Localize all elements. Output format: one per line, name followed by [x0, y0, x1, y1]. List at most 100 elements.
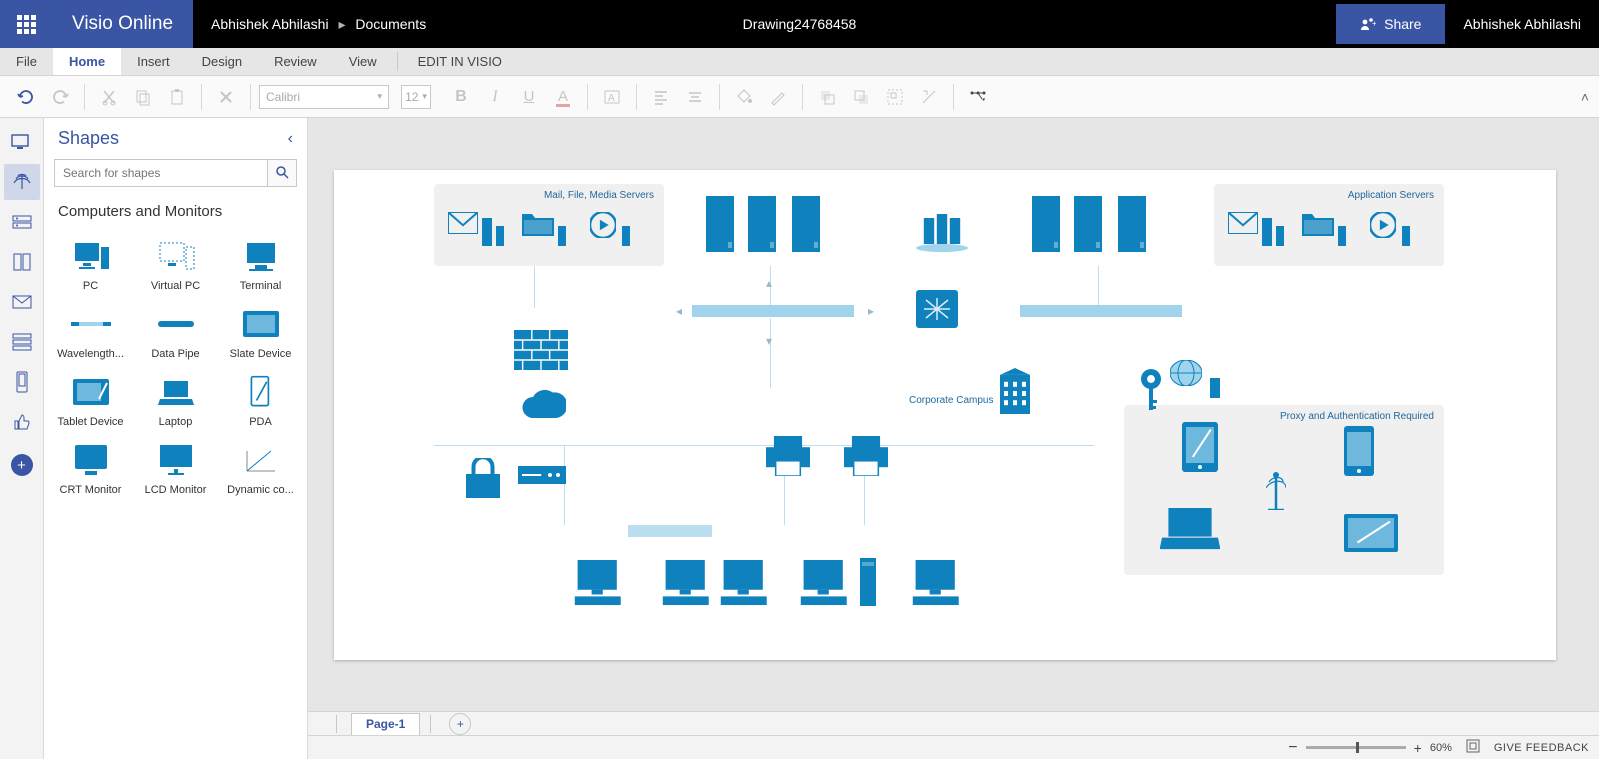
- shape-item[interactable]: Laptop: [133, 370, 218, 432]
- shape-item[interactable]: Terminal: [218, 234, 303, 296]
- data-pipe[interactable]: [1020, 305, 1182, 317]
- diagram-shape-printer[interactable]: [766, 436, 810, 476]
- connector[interactable]: [1098, 266, 1099, 308]
- shape-item[interactable]: PDA: [218, 370, 303, 432]
- diagram-shape-pc[interactable]: [910, 558, 966, 606]
- shape-item[interactable]: PC: [48, 234, 133, 296]
- diagram-shape-printer[interactable]: [844, 436, 888, 476]
- menu-insert[interactable]: Insert: [121, 48, 186, 75]
- diagram-shape-envelope[interactable]: [448, 212, 478, 234]
- share-button[interactable]: + Share: [1336, 4, 1445, 44]
- group-button[interactable]: [879, 81, 911, 113]
- shapes-search-input[interactable]: [54, 159, 267, 187]
- rail-computers-icon[interactable]: [4, 124, 40, 160]
- diagram-shape-mini-server[interactable]: [1210, 378, 1220, 398]
- shape-item[interactable]: CRT Monitor: [48, 438, 133, 500]
- menu-file[interactable]: File: [0, 48, 53, 75]
- diagram-shape-mini-server[interactable]: [1402, 226, 1410, 246]
- diagram-shape-router[interactable]: [916, 290, 958, 328]
- rail-phone-icon[interactable]: [4, 364, 40, 400]
- canvas-area[interactable]: Mail, File, Media ServersApplication Ser…: [308, 118, 1599, 759]
- diagram-shape-play[interactable]: [1370, 212, 1396, 238]
- menu-edit-in-visio[interactable]: EDIT IN VISIO: [402, 48, 518, 75]
- diagram-shape-globe[interactable]: [1170, 360, 1202, 386]
- rail-storage-icon[interactable]: [4, 244, 40, 280]
- diagram-shape-folder[interactable]: [522, 210, 554, 236]
- shape-item[interactable]: Virtual PC: [133, 234, 218, 296]
- menu-design[interactable]: Design: [186, 48, 258, 75]
- change-shape-button[interactable]: [962, 81, 994, 113]
- delete-button[interactable]: [210, 81, 242, 113]
- diagram-shape-server[interactable]: [792, 196, 820, 252]
- send-back-button[interactable]: [845, 81, 877, 113]
- align-middle-button[interactable]: [679, 81, 711, 113]
- zoom-in-button[interactable]: +: [1414, 740, 1422, 756]
- shape-item[interactable]: Tablet Device: [48, 370, 133, 432]
- diagram-shape-mini-server[interactable]: [558, 226, 566, 246]
- line-color-button[interactable]: [762, 81, 794, 113]
- breadcrumb-user[interactable]: Abhishek Abhilashi: [211, 16, 329, 32]
- diagram-shape-mini-server[interactable]: [1262, 218, 1272, 246]
- connector[interactable]: [564, 445, 565, 525]
- zoom-percent[interactable]: 60%: [1430, 742, 1452, 754]
- collapse-shapes-icon[interactable]: ‹: [288, 130, 293, 148]
- rail-network-icon[interactable]: [4, 164, 40, 200]
- diagram-shape-building[interactable]: [1000, 368, 1030, 414]
- add-stencil-button[interactable]: +: [11, 454, 33, 476]
- underline-button[interactable]: U: [513, 81, 545, 113]
- connector[interactable]: [628, 525, 712, 537]
- position-button[interactable]: [913, 81, 945, 113]
- menu-home[interactable]: Home: [53, 48, 121, 75]
- menu-review[interactable]: Review: [258, 48, 333, 75]
- diagram-shape-server[interactable]: [1074, 196, 1102, 252]
- diagram-shape-play[interactable]: [590, 212, 616, 238]
- shape-item[interactable]: Data Pipe: [133, 302, 218, 364]
- page-tab[interactable]: Page-1: [351, 713, 420, 735]
- zoom-out-button[interactable]: −: [1288, 739, 1297, 757]
- shapes-search-button[interactable]: [267, 159, 297, 187]
- diagram-shape-firewall[interactable]: [514, 330, 568, 370]
- rail-rack-icon[interactable]: [4, 204, 40, 240]
- shape-item[interactable]: Dynamic co...: [218, 438, 303, 500]
- diagram-shape-cloud[interactable]: [522, 388, 566, 418]
- diagram-shape-lock[interactable]: [464, 458, 502, 498]
- copy-button[interactable]: [127, 81, 159, 113]
- diagram-shape-pc[interactable]: [572, 558, 628, 606]
- diagram-shape-tablet[interactable]: [1182, 422, 1218, 472]
- paste-button[interactable]: [161, 81, 193, 113]
- shape-item[interactable]: Wavelength...: [48, 302, 133, 364]
- diagram-shape-phone[interactable]: [1344, 426, 1374, 476]
- undo-button[interactable]: [10, 81, 42, 113]
- connector[interactable]: [534, 266, 535, 308]
- bold-button[interactable]: B: [445, 81, 477, 113]
- diagram-shape-server[interactable]: [748, 196, 776, 252]
- diagram-shape-laptop[interactable]: [1160, 506, 1220, 550]
- diagram-shape-antenna[interactable]: [1266, 470, 1286, 510]
- font-name-select[interactable]: Calibri▾: [259, 85, 389, 109]
- bring-front-button[interactable]: [811, 81, 843, 113]
- document-title[interactable]: Drawing24768458: [743, 16, 857, 32]
- diagram-shape-server[interactable]: [706, 196, 734, 252]
- menu-view[interactable]: View: [333, 48, 393, 75]
- give-feedback-link[interactable]: GIVE FEEDBACK: [1494, 742, 1589, 754]
- zoom-slider[interactable]: [1306, 746, 1406, 749]
- rail-like-icon[interactable]: [4, 404, 40, 440]
- user-display[interactable]: Abhishek Abhilashi: [1445, 16, 1599, 32]
- diagram-shape-slate[interactable]: [1344, 514, 1398, 552]
- data-pipe[interactable]: [692, 305, 854, 317]
- diagram-shape-mini-server[interactable]: [482, 218, 492, 246]
- collapse-ribbon-button[interactable]: ˄: [1581, 89, 1589, 105]
- redo-button[interactable]: [44, 81, 76, 113]
- diagram-shape-pc[interactable]: [718, 558, 774, 606]
- shape-item[interactable]: Slate Device: [218, 302, 303, 364]
- diagram-shape-blade[interactable]: [916, 212, 968, 252]
- diagram-shape-server[interactable]: [1118, 196, 1146, 252]
- diagram-shape-envelope[interactable]: [1228, 212, 1258, 234]
- rail-mail-icon[interactable]: [4, 284, 40, 320]
- diagram-shape-mini-server[interactable]: [1338, 226, 1346, 246]
- diagram-shape-server[interactable]: [1032, 196, 1060, 252]
- diagram-shape-mini-server[interactable]: [622, 226, 630, 246]
- add-page-button[interactable]: +: [449, 713, 471, 735]
- drawing-page[interactable]: Mail, File, Media ServersApplication Ser…: [334, 170, 1556, 660]
- diagram-shape-mini-server[interactable]: [1276, 226, 1284, 246]
